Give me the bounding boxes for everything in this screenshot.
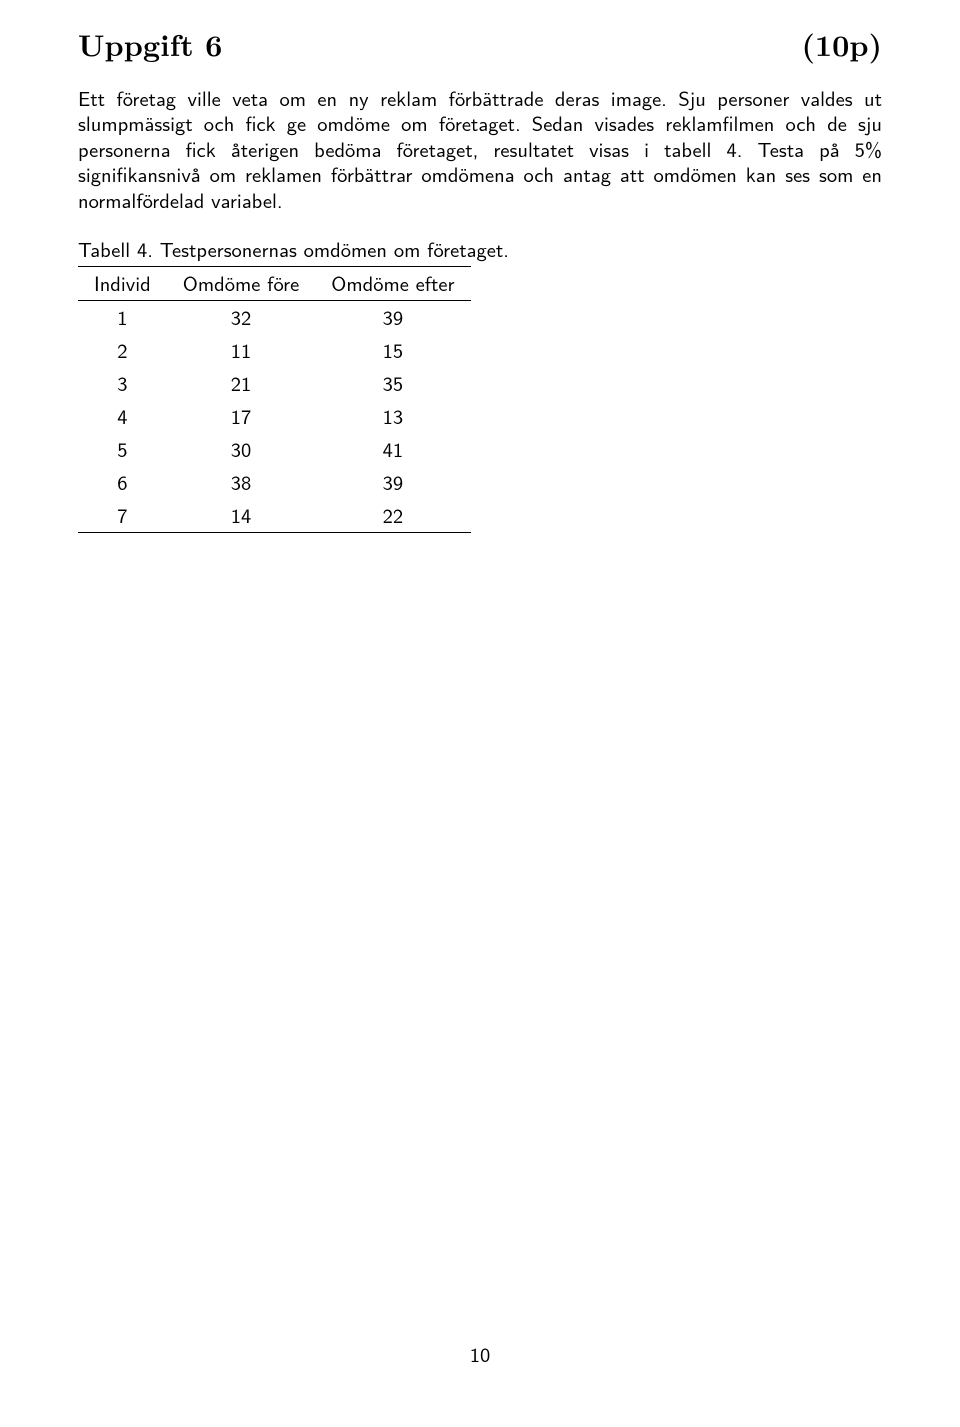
data-table: Individ Omdöme före Omdöme efter 1 32 39… [78, 266, 471, 533]
table-row: 6 38 39 [78, 466, 471, 499]
cell-before: 11 [167, 334, 315, 367]
table-row: 4 17 13 [78, 400, 471, 433]
cell-after: 39 [315, 300, 470, 334]
cell-before: 38 [167, 466, 315, 499]
header-row: Uppgift 6 (10p) [78, 22, 882, 65]
cell-before: 21 [167, 367, 315, 400]
cell-after: 35 [315, 367, 470, 400]
col-before: Omdöme före [167, 266, 315, 300]
cell-before: 17 [167, 400, 315, 433]
cell-after: 39 [315, 466, 470, 499]
cell-after: 41 [315, 433, 470, 466]
table-row: 3 21 35 [78, 367, 471, 400]
task-paragraph: Ett företag ville veta om en ny reklam f… [78, 86, 882, 214]
cell-individ: 4 [78, 400, 167, 433]
cell-individ: 5 [78, 433, 167, 466]
cell-before: 32 [167, 300, 315, 334]
cell-after: 13 [315, 400, 470, 433]
table-row: 5 30 41 [78, 433, 471, 466]
cell-after: 22 [315, 499, 470, 533]
table-row: 7 14 22 [78, 499, 471, 533]
page-number: 10 [0, 1339, 960, 1369]
page: Uppgift 6 (10p) Ett företag ville veta o… [0, 0, 960, 1427]
cell-individ: 3 [78, 367, 167, 400]
cell-individ: 2 [78, 334, 167, 367]
col-after: Omdöme efter [315, 266, 470, 300]
cell-before: 14 [167, 499, 315, 533]
cell-individ: 6 [78, 466, 167, 499]
task-title: Uppgift 6 [78, 22, 222, 65]
cell-individ: 1 [78, 300, 167, 334]
table-row: 2 11 15 [78, 334, 471, 367]
task-points: (10p) [802, 22, 883, 65]
cell-individ: 7 [78, 499, 167, 533]
table-caption: Tabell 4. Testpersonernas omdömen om för… [78, 234, 882, 264]
cell-after: 15 [315, 334, 470, 367]
table-row: 1 32 39 [78, 300, 471, 334]
cell-before: 30 [167, 433, 315, 466]
col-individ: Individ [78, 266, 167, 300]
table-header-row: Individ Omdöme före Omdöme efter [78, 266, 471, 300]
